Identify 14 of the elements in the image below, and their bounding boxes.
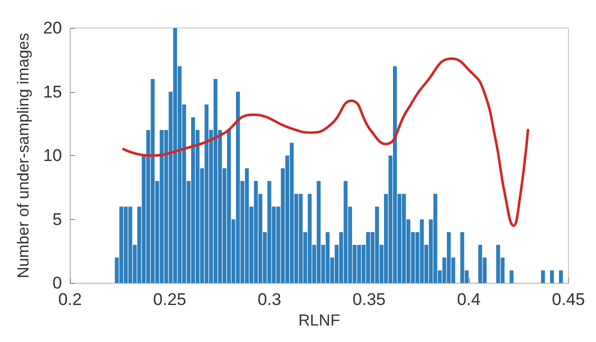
y-tick-label: 0: [52, 274, 62, 293]
y-tick-label: 5: [52, 210, 62, 229]
x-tick-label: 0.45: [552, 290, 586, 310]
line-series: [122, 57, 530, 227]
x-tick-label: 0.3: [258, 290, 282, 310]
x-tick-label: 0.2: [58, 290, 82, 310]
x-tick-label: 0.35: [352, 290, 386, 310]
y-axis-title: Number of under-sampling images: [16, 32, 33, 278]
x-axis-title: RLNF: [298, 312, 340, 330]
x-tick-label: 0.25: [153, 290, 186, 310]
y-tick-label: 20: [43, 18, 62, 38]
x-tick-label: 0.4: [456, 290, 481, 310]
y-tick-label: 10: [43, 146, 62, 166]
y-tick-label: 15: [43, 82, 62, 102]
